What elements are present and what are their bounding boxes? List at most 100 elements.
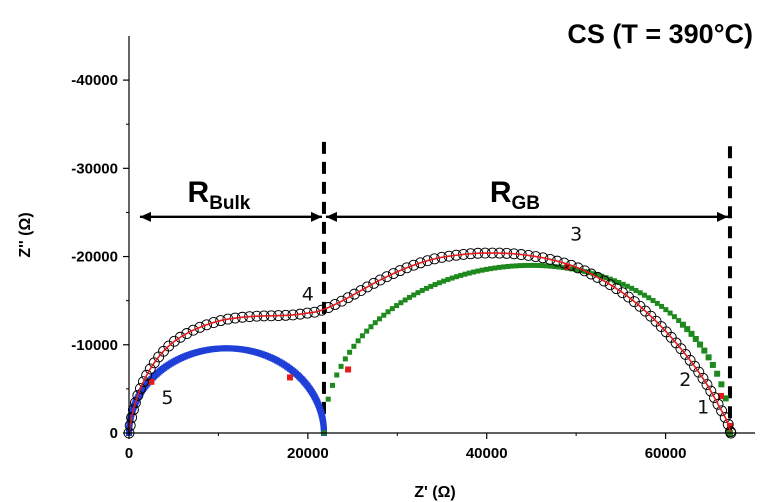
- gb-arc-point: [415, 290, 421, 296]
- gb-arc-point: [663, 307, 669, 313]
- gb-arc-point: [616, 280, 622, 286]
- measured-point: [604, 279, 616, 291]
- gb-arc-point: [667, 310, 673, 316]
- measured-point: [141, 369, 153, 381]
- measured-point: [208, 317, 220, 328]
- measured-point: [137, 376, 149, 388]
- measured-point: [329, 299, 341, 310]
- gb-arc-point: [479, 267, 485, 273]
- axes-layer: 0 20000 40000 60000 0 -10000 -20000 -30000 -4000…: [71, 36, 755, 462]
- gb-arc-point: [334, 372, 340, 378]
- x-tick-label: 0: [125, 445, 133, 462]
- measured-point: [429, 253, 440, 265]
- gb-arc-point: [381, 312, 387, 318]
- gb-arc-point: [646, 295, 652, 301]
- gb-arc-point: [398, 300, 404, 306]
- annotation-layer: RBulk RGB 12 3 4 5: [139, 176, 728, 419]
- red-marker-point: [345, 366, 352, 373]
- gb-arc-point: [466, 270, 472, 276]
- measured-point: [697, 372, 709, 384]
- gb-arc-point: [389, 306, 395, 312]
- measured-point: [144, 363, 156, 375]
- measured-point: [174, 331, 186, 343]
- y-tick-label: -10000: [71, 337, 118, 354]
- gb-arc-point: [330, 382, 336, 388]
- gb-arc-point: [347, 349, 353, 355]
- measured-point: [689, 360, 700, 372]
- measured-point: [342, 292, 354, 304]
- measured-point: [394, 265, 406, 277]
- gb-arc-point: [500, 264, 506, 270]
- gb-arc-point: [432, 282, 438, 288]
- boundary-layer: [321, 141, 732, 433]
- measured-point: [194, 321, 206, 333]
- gb-arc-point: [603, 275, 609, 281]
- red-marker-point: [148, 378, 155, 385]
- gb-arc-point: [633, 287, 639, 293]
- y-tick-label: 0: [110, 425, 118, 442]
- measured-point: [415, 257, 426, 269]
- measured-point: [719, 412, 731, 423]
- gb-arc-point: [535, 262, 541, 268]
- measured-point: [381, 271, 393, 283]
- gb-arc-point: [377, 316, 383, 322]
- gb-arc-point: [424, 285, 430, 291]
- y-tick-label: -20000: [71, 249, 118, 266]
- measured-point: [705, 385, 717, 397]
- gb-arc-point: [722, 395, 729, 402]
- measured-point: [401, 262, 413, 274]
- gb-arc-point: [654, 300, 660, 306]
- measured-point: [537, 252, 549, 264]
- measured-point: [181, 328, 193, 339]
- gb-arc-point: [509, 263, 515, 269]
- y-axis-title: Z'' (Ω): [17, 212, 34, 257]
- x-axis-title: Z' (Ω): [414, 484, 456, 501]
- gb-arc-point: [539, 263, 545, 269]
- gb-arc-point: [697, 341, 704, 348]
- gb-arc-point: [445, 277, 451, 283]
- gb-arc-point: [569, 266, 575, 272]
- grain-boundary-arc-layer: [321, 262, 733, 436]
- gb-arc-point: [505, 263, 511, 269]
- gb-arc-point: [718, 381, 725, 388]
- measured-point: [585, 268, 597, 280]
- measured-point: [148, 357, 160, 369]
- gb-arc-point: [428, 283, 434, 289]
- measured-point: [684, 354, 696, 366]
- gb-arc-point: [471, 269, 477, 275]
- gb-arc-point: [705, 354, 712, 361]
- gb-arc-point: [385, 309, 391, 315]
- gb-arc-point: [522, 262, 528, 268]
- measured-point: [168, 335, 180, 347]
- measured-point: [701, 379, 713, 391]
- gb-arc-point: [462, 271, 468, 277]
- measured-point: [611, 283, 622, 295]
- gb-arc-point: [325, 396, 331, 402]
- gb-arc-point: [629, 285, 635, 291]
- measured-point: [422, 255, 433, 267]
- x-tick-label: 40000: [466, 445, 508, 462]
- gb-arc-point: [411, 292, 417, 298]
- point-number-label: 4: [302, 284, 314, 306]
- measured-point: [551, 255, 563, 267]
- gb-arc-point: [436, 280, 442, 286]
- fit-line: [128, 252, 732, 434]
- gb-arc-point: [449, 275, 455, 281]
- gb-arc-point: [577, 268, 583, 274]
- red-marker-point: [286, 374, 293, 381]
- measured-point: [336, 295, 348, 307]
- gb-arc-point: [641, 292, 647, 298]
- x-tick-label: 20000: [287, 445, 329, 462]
- point-number-label: 5: [161, 387, 173, 409]
- gb-arc-point: [355, 338, 361, 344]
- measured-point: [617, 287, 628, 299]
- measured-point: [126, 412, 138, 423]
- gb-arc-point: [624, 283, 630, 289]
- resistance-label-1: RBulk: [188, 176, 251, 214]
- gb-arc-point: [475, 268, 481, 274]
- measured-point: [436, 251, 448, 263]
- gb-arc-point: [530, 262, 536, 268]
- gb-arc-point: [402, 297, 408, 303]
- gb-arc-point: [573, 267, 579, 273]
